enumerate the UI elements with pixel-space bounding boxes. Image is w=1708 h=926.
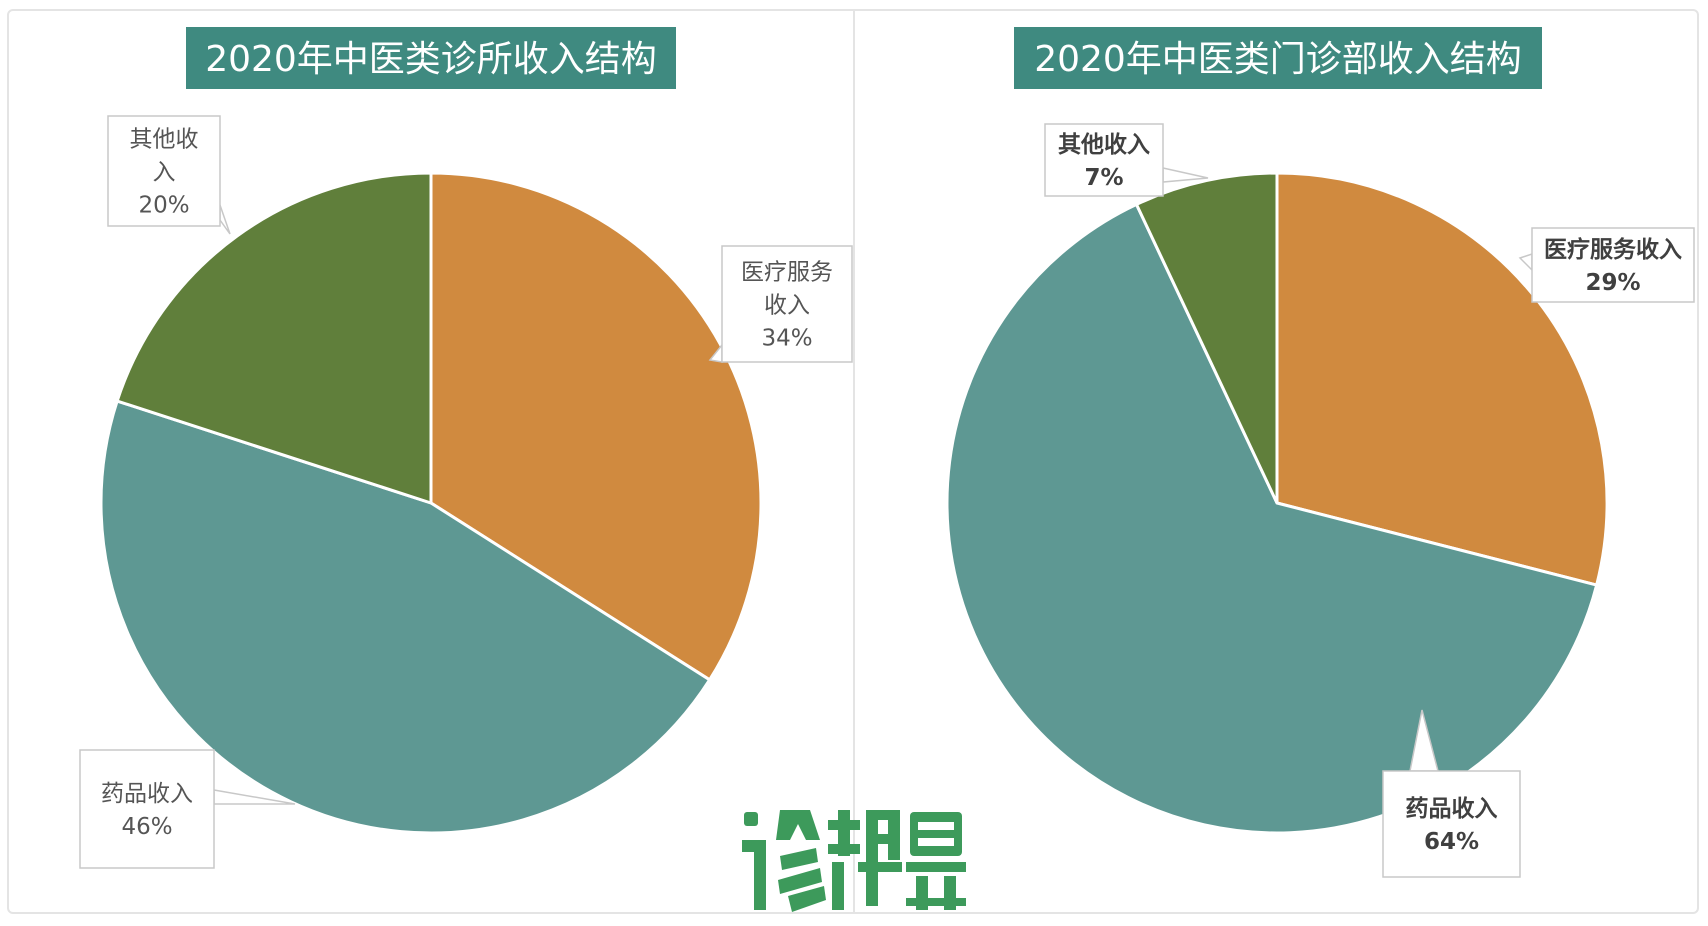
slice-value-label: 34% bbox=[761, 326, 812, 352]
chart-title: 2020年中医类门诊部收入结构 bbox=[1034, 39, 1522, 80]
slice-value-label: 20% bbox=[138, 193, 189, 219]
callout-box bbox=[79, 749, 215, 869]
watermark-logo bbox=[742, 810, 966, 912]
callout-box bbox=[1044, 123, 1164, 197]
slice-category-label: 收入 bbox=[764, 293, 810, 319]
callout-box bbox=[721, 245, 853, 363]
pie-slice bbox=[99, 399, 712, 835]
slice-category-label: 医疗服务收入 bbox=[1544, 236, 1682, 263]
callout-box bbox=[107, 115, 221, 227]
slice-category-label: 药品收入 bbox=[101, 781, 193, 807]
callout-pointer bbox=[1518, 252, 1533, 272]
slice-value-label: 7% bbox=[1084, 165, 1123, 191]
slice-value-label: 46% bbox=[121, 814, 172, 840]
pie-slice bbox=[945, 202, 1599, 835]
slice-value-label: 29% bbox=[1585, 270, 1640, 296]
slice-category-label: 其他收入 bbox=[1058, 131, 1150, 158]
chart-frame bbox=[7, 9, 1699, 914]
callout-box bbox=[1382, 770, 1521, 878]
slice-category-label: 医疗服务 bbox=[741, 260, 833, 286]
callout-pointer bbox=[1162, 167, 1209, 183]
chart-divider bbox=[853, 11, 855, 912]
chart-title-banner bbox=[1014, 27, 1542, 89]
pie-slice bbox=[1134, 171, 1279, 504]
pie-slice bbox=[429, 171, 763, 682]
pie-slice bbox=[115, 171, 433, 506]
callout-pointer bbox=[219, 204, 231, 235]
slice-category-label: 其他收 bbox=[130, 127, 199, 153]
slice-category-label: 药品收入 bbox=[1406, 795, 1498, 822]
chart-title-banner bbox=[186, 27, 676, 89]
chart-title: 2020年中医类诊所收入结构 bbox=[205, 39, 657, 80]
slice-value-label: 64% bbox=[1424, 829, 1479, 855]
slice-category-label: 入 bbox=[153, 160, 176, 186]
callout-box bbox=[1531, 227, 1695, 303]
